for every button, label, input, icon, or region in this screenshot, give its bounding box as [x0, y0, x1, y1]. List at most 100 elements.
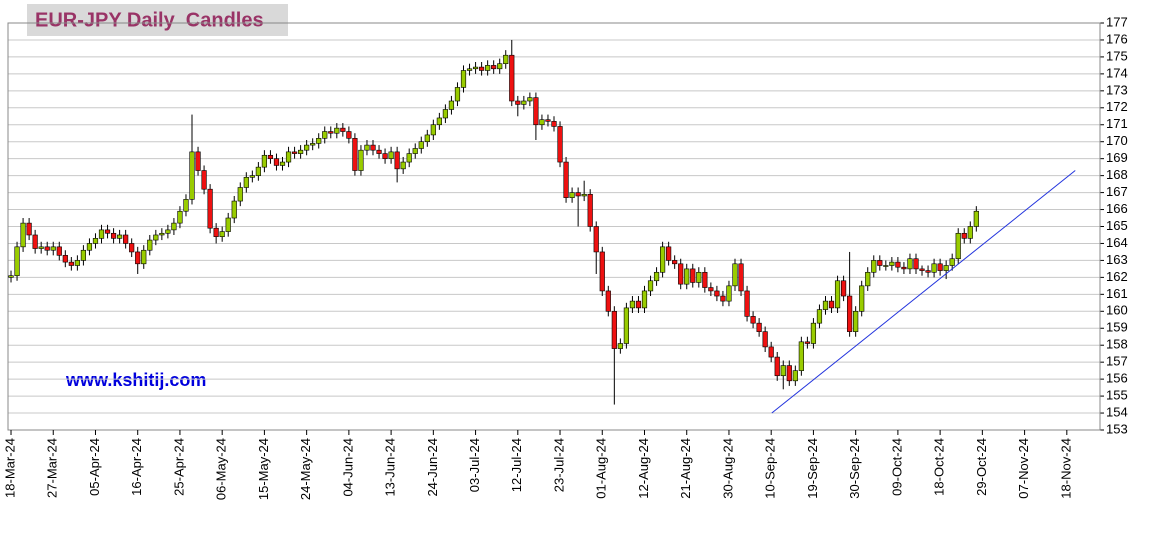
candle-body: [937, 263, 943, 271]
candle-body: [406, 153, 412, 163]
candle-body: [291, 151, 298, 154]
candle-body: [279, 161, 286, 166]
candle-body: [388, 151, 394, 159]
title-box: [27, 4, 288, 36]
candle-body: [14, 246, 20, 276]
x-tick-label: 30-Sep-24: [847, 438, 862, 499]
candle-body: [497, 63, 503, 70]
y-tick-label: 161: [1106, 286, 1128, 301]
y-tick-label: 159: [1106, 320, 1128, 335]
candle-body: [678, 263, 684, 285]
candle-body: [56, 246, 62, 256]
x-tick-label: 06-May-24: [214, 438, 229, 500]
candle-body: [756, 322, 762, 332]
x-tick-label: 18-Mar-24: [2, 438, 17, 498]
y-tick-label: 154: [1106, 404, 1128, 419]
candle-body: [919, 268, 925, 271]
x-tick-label: 13-Jun-24: [383, 438, 398, 497]
candle-body: [780, 365, 786, 377]
x-tick-label: 25-Apr-24: [171, 438, 186, 496]
x-tick-label: 30-Aug-24: [720, 438, 735, 499]
candle-body: [454, 87, 461, 102]
x-tick-label: 19-Sep-24: [805, 438, 820, 499]
candle-body: [74, 260, 80, 266]
candle-body: [822, 300, 829, 310]
candle-body: [219, 231, 225, 237]
candle-body: [352, 138, 358, 171]
candle-body: [792, 370, 798, 382]
candle-body: [485, 65, 491, 71]
candle-body: [587, 193, 593, 227]
candle-body: [509, 54, 515, 102]
candle-body: [774, 356, 780, 377]
candle-body: [285, 151, 292, 163]
candle-body: [442, 109, 449, 119]
candle-body: [141, 249, 147, 265]
candle-body: [828, 300, 835, 309]
candle-body: [859, 285, 865, 312]
candle-body: [261, 154, 268, 168]
candle-body: [207, 188, 213, 229]
candle-body: [623, 307, 629, 344]
candle-body: [98, 229, 105, 239]
y-tick-label: 163: [1106, 252, 1128, 267]
candle-body: [847, 295, 853, 332]
candle-body: [213, 227, 219, 237]
candle-body: [334, 127, 340, 134]
candle-body: [322, 131, 328, 139]
candle-body: [92, 238, 99, 244]
candle-body: [340, 127, 346, 132]
candle-body: [786, 365, 792, 382]
candle-body: [171, 222, 177, 231]
candle-body: [557, 126, 563, 163]
candle-body: [913, 258, 919, 270]
x-tick-label: 04-Jun-24: [340, 438, 355, 497]
x-tick-label: 03-Jul-24: [467, 438, 482, 492]
candle-body: [750, 316, 756, 324]
candle-body: [50, 246, 56, 251]
candle-body: [147, 239, 153, 251]
candle-body: [159, 232, 165, 236]
x-tick-label: 18-Oct-24: [932, 438, 947, 496]
candle-body: [298, 149, 304, 154]
candle-body: [732, 263, 738, 287]
candle-body: [267, 154, 274, 159]
candle-body: [768, 346, 774, 358]
y-tick-label: 176: [1106, 31, 1128, 46]
x-tick-label: 29-Oct-24: [974, 438, 989, 496]
candle-body: [672, 260, 678, 265]
candle-body: [973, 210, 979, 227]
y-tick-label: 165: [1106, 218, 1128, 233]
candle-body: [183, 199, 189, 212]
x-tick-label: 12-Jul-24: [509, 438, 524, 492]
candle-body: [165, 229, 171, 234]
y-tick-label: 153: [1106, 421, 1128, 436]
candle-body: [533, 97, 539, 126]
y-tick-label: 177: [1106, 14, 1128, 29]
candle-body: [364, 144, 370, 151]
candle-body: [804, 341, 810, 344]
chart-title: EUR-JPY Daily Candles: [35, 9, 264, 31]
candle-body: [889, 261, 895, 266]
y-tick-label: 169: [1106, 150, 1128, 165]
candle-body: [629, 300, 636, 309]
candle-body: [726, 285, 732, 302]
candle-body: [424, 134, 430, 143]
candle-body: [744, 290, 750, 317]
candle-body: [527, 97, 533, 102]
candle-body: [177, 210, 183, 224]
candle-body: [659, 246, 666, 273]
candle-body: [931, 263, 937, 273]
candle-body: [895, 261, 901, 268]
candle-body: [708, 287, 714, 292]
x-tick-label: 01-Aug-24: [594, 438, 609, 499]
candle-body: [418, 141, 424, 149]
candle-body: [738, 263, 744, 292]
candle-body: [273, 158, 280, 166]
candle-body: [466, 68, 473, 71]
candle-body: [328, 131, 334, 134]
y-tick-label: 170: [1106, 133, 1128, 148]
candle-body: [376, 149, 382, 154]
candle-body: [653, 271, 660, 282]
y-tick-label: 164: [1106, 235, 1128, 250]
